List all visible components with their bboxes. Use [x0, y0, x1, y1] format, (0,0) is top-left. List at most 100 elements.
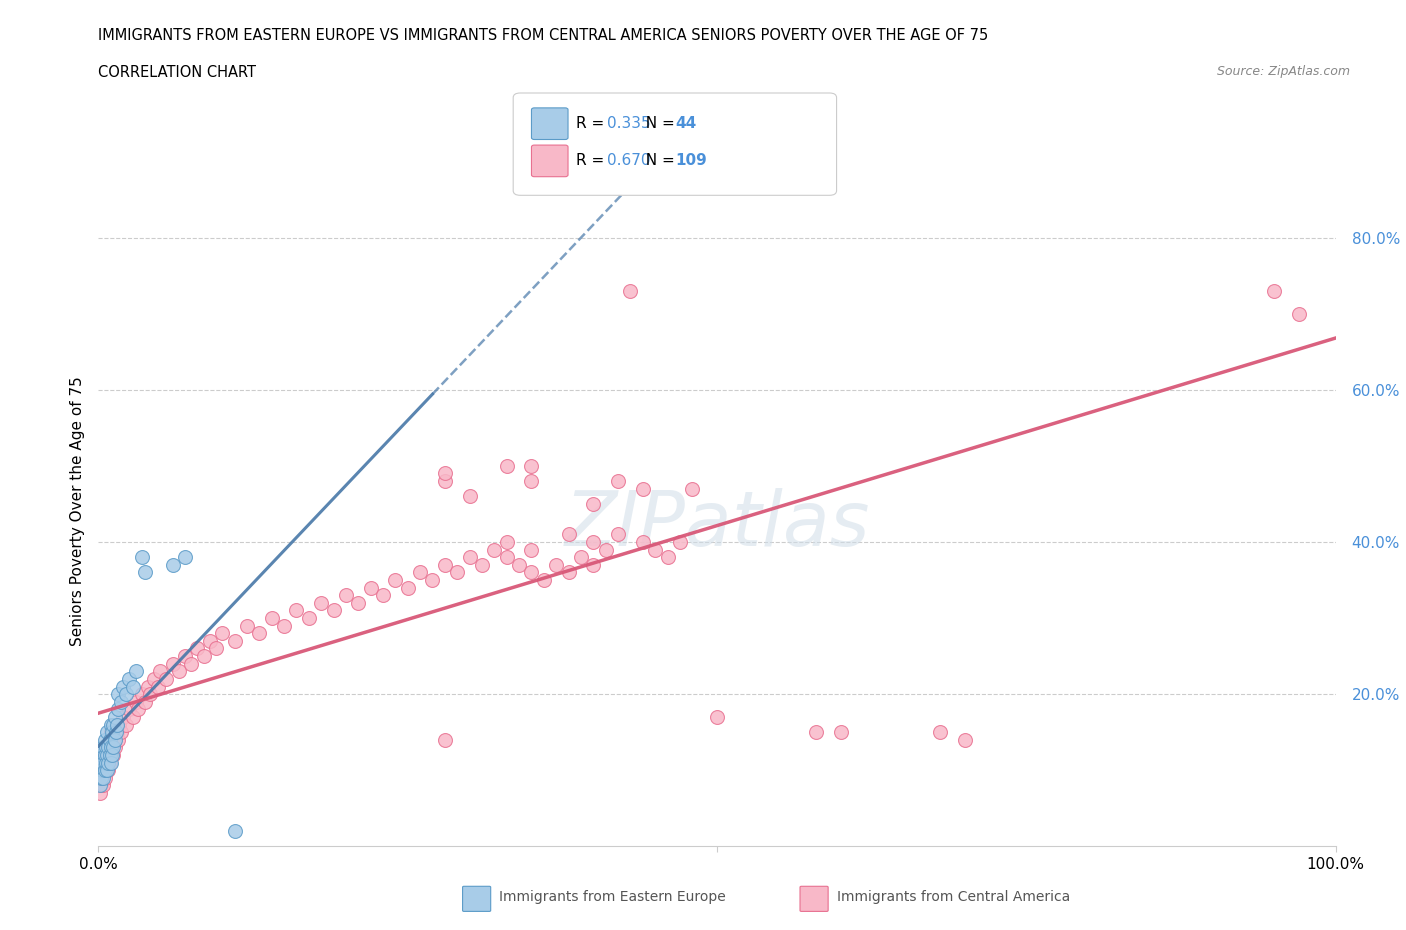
Point — [93, 755, 115, 770]
Point — [582, 535, 605, 550]
Point — [118, 671, 141, 686]
Point — [101, 724, 124, 739]
Point — [495, 535, 517, 550]
Point — [607, 527, 630, 542]
Point — [607, 473, 630, 488]
Point — [107, 732, 129, 747]
Point — [198, 633, 221, 648]
Point — [93, 763, 115, 777]
Point — [433, 473, 456, 488]
Point — [101, 740, 124, 755]
Point — [360, 580, 382, 595]
Point — [101, 748, 124, 763]
Point — [273, 618, 295, 633]
Point — [91, 770, 114, 785]
Point — [458, 489, 481, 504]
Point — [90, 755, 112, 770]
Text: 0.670: 0.670 — [607, 153, 651, 168]
Point — [93, 748, 115, 763]
Point — [122, 710, 145, 724]
Point — [139, 686, 162, 701]
Text: 109: 109 — [675, 153, 707, 168]
Point — [103, 740, 125, 755]
Point — [458, 550, 481, 565]
Point — [134, 565, 156, 579]
Point — [569, 550, 592, 565]
Point — [520, 565, 543, 579]
Point — [143, 671, 166, 686]
Point — [533, 573, 555, 588]
Point — [104, 724, 127, 739]
Point — [107, 686, 129, 701]
Point — [433, 466, 456, 481]
Point — [90, 770, 112, 785]
Point — [471, 557, 494, 572]
Point — [96, 755, 118, 770]
Point — [90, 763, 112, 777]
Point — [706, 710, 728, 724]
Point — [97, 740, 120, 755]
Point — [127, 702, 149, 717]
Point — [644, 542, 666, 557]
Point — [112, 710, 135, 724]
Point — [1263, 284, 1285, 299]
Point — [93, 740, 115, 755]
Point — [93, 763, 115, 777]
Y-axis label: Seniors Poverty Over the Age of 75: Seniors Poverty Over the Age of 75 — [69, 377, 84, 646]
Point — [97, 755, 120, 770]
Point — [582, 557, 605, 572]
Point — [103, 717, 125, 732]
Text: ZIPatlas: ZIPatlas — [564, 488, 870, 562]
Point — [91, 755, 114, 770]
Point — [107, 702, 129, 717]
Point — [180, 657, 202, 671]
Point — [94, 755, 117, 770]
Text: 0.335: 0.335 — [607, 116, 651, 131]
Point — [112, 679, 135, 694]
Text: IMMIGRANTS FROM EASTERN EUROPE VS IMMIGRANTS FROM CENTRAL AMERICA SENIORS POVERT: IMMIGRANTS FROM EASTERN EUROPE VS IMMIGR… — [98, 28, 988, 43]
Point — [520, 473, 543, 488]
Point — [96, 724, 118, 739]
Text: CORRELATION CHART: CORRELATION CHART — [98, 65, 256, 80]
Point — [103, 732, 125, 747]
Point — [134, 695, 156, 710]
Point — [94, 763, 117, 777]
Point — [804, 724, 827, 739]
Point — [131, 686, 153, 701]
Text: N =: N = — [636, 153, 679, 168]
Point — [433, 557, 456, 572]
Point — [94, 748, 117, 763]
Point — [619, 284, 641, 299]
Point — [94, 740, 117, 755]
Point — [446, 565, 468, 579]
Point — [669, 535, 692, 550]
Point — [98, 732, 121, 747]
Point — [108, 717, 131, 732]
Text: Immigrants from Eastern Europe: Immigrants from Eastern Europe — [499, 890, 725, 905]
Point — [582, 497, 605, 512]
Point — [1288, 306, 1310, 321]
Point — [136, 679, 159, 694]
Point — [110, 695, 132, 710]
Point — [91, 763, 114, 777]
Point — [98, 748, 121, 763]
Point — [131, 550, 153, 565]
Point — [335, 588, 357, 603]
Point — [631, 535, 654, 550]
Point — [167, 664, 190, 679]
Point — [557, 565, 579, 579]
Point — [174, 648, 197, 663]
Point — [100, 748, 122, 763]
Point — [495, 550, 517, 565]
Point — [96, 748, 118, 763]
Point — [89, 786, 111, 801]
Point — [422, 573, 444, 588]
Point — [98, 755, 121, 770]
Point — [309, 595, 332, 610]
Point — [495, 458, 517, 473]
Point — [657, 550, 679, 565]
Point — [371, 588, 394, 603]
Point — [93, 770, 115, 785]
Point — [114, 686, 136, 701]
Point — [118, 702, 141, 717]
